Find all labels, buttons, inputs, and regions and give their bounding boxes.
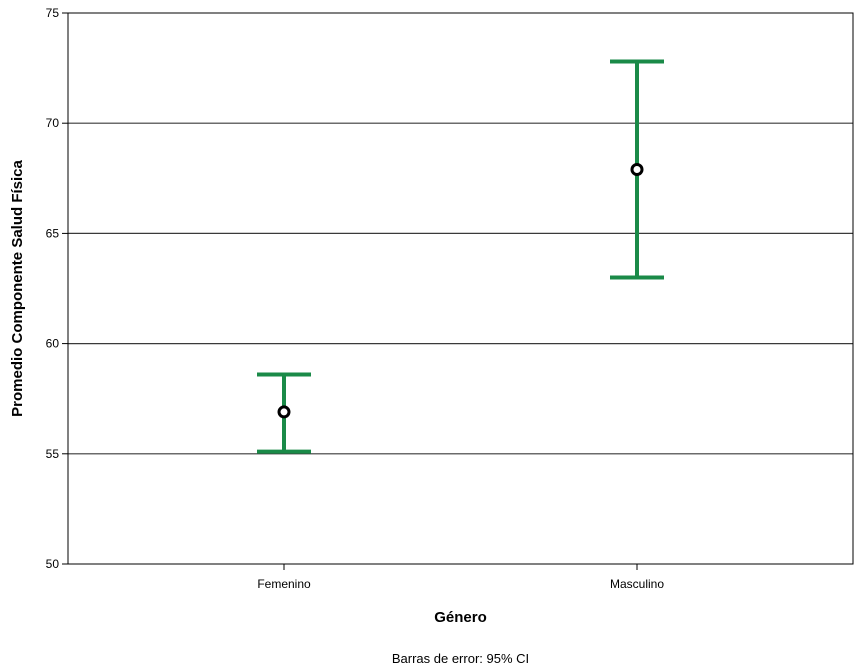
y-tick-label: 75 bbox=[46, 6, 60, 20]
gridlines bbox=[68, 122, 853, 455]
error-bars bbox=[257, 59, 664, 454]
x-axis-title: Género bbox=[434, 609, 487, 626]
x-axis: Femenino Masculino bbox=[257, 564, 664, 591]
x-tick-label: Femenino bbox=[257, 577, 311, 591]
x-tick-label: Masculino bbox=[610, 577, 664, 591]
y-axis: 50 55 60 65 70 75 bbox=[46, 6, 68, 571]
mean-marker bbox=[630, 162, 644, 176]
mean-marker bbox=[277, 405, 291, 419]
y-tick-label: 50 bbox=[46, 557, 60, 571]
error-bar-femenino bbox=[257, 372, 311, 454]
error-bar-masculino bbox=[610, 59, 664, 280]
y-tick-label: 70 bbox=[46, 116, 60, 130]
y-tick-label: 60 bbox=[46, 337, 60, 351]
y-tick-label: 55 bbox=[46, 447, 60, 461]
y-axis-title: Promedio Componente Salud Física bbox=[9, 159, 26, 416]
plot-area bbox=[67, 12, 854, 565]
y-tick-label: 65 bbox=[46, 226, 60, 240]
footnote: Barras de error: 95% CI bbox=[392, 651, 529, 666]
